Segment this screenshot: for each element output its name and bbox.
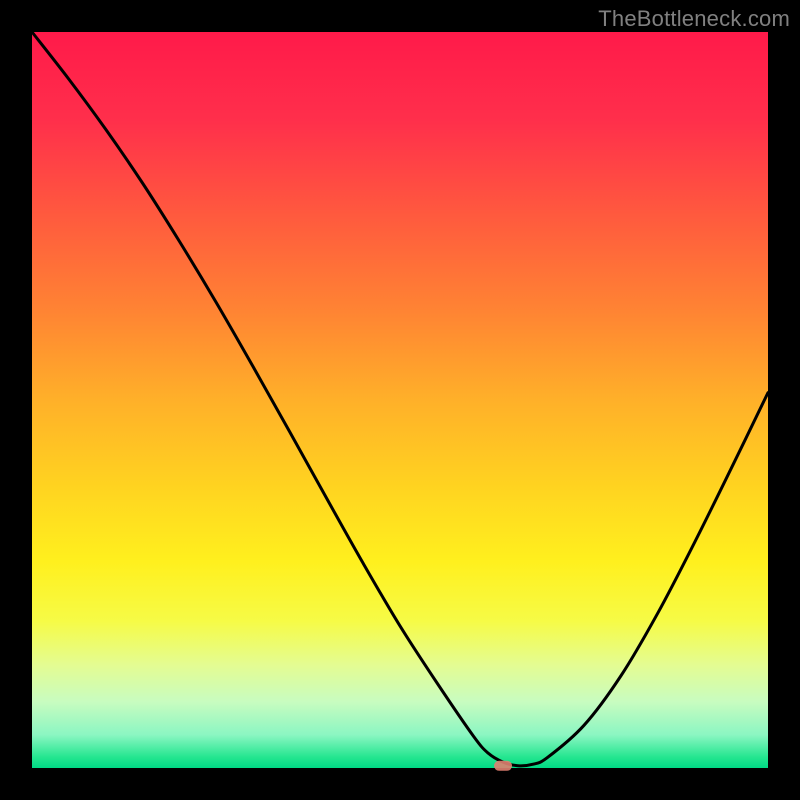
optimal-point-marker (494, 761, 512, 771)
watermark-label: TheBottleneck.com (598, 6, 790, 32)
chart-canvas (0, 0, 800, 800)
chart-plot-area (32, 32, 768, 768)
bottleneck-chart: TheBottleneck.com (0, 0, 800, 800)
